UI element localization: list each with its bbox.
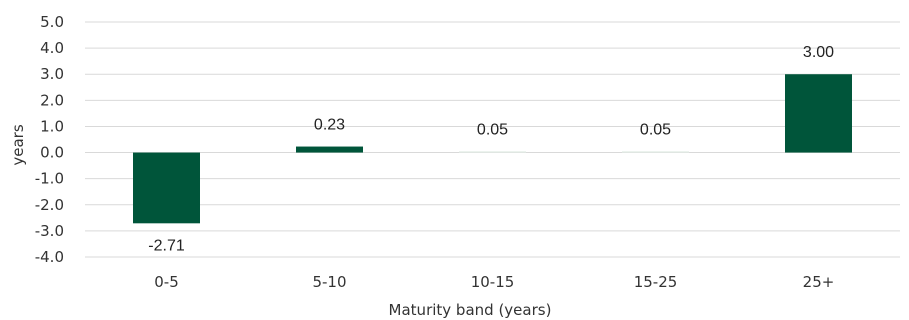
y-tick-label: 4.0 [40, 39, 64, 57]
y-tick-label: -3.0 [35, 222, 64, 240]
bar-0-5 [133, 152, 200, 224]
bar-10-15 [459, 151, 526, 153]
data-label: -2.71 [148, 237, 185, 254]
y-tick-label: -4.0 [35, 248, 64, 266]
y-tick-label: -2.0 [35, 196, 64, 214]
y-tick-label: 0.0 [40, 144, 64, 162]
y-tick-label: 5.0 [40, 13, 64, 31]
y-tick-label: 3.0 [40, 65, 64, 83]
x-tick-label: 25+ [803, 273, 835, 291]
y-tick-label: 2.0 [40, 91, 64, 109]
data-label: 0.05 [640, 121, 671, 138]
x-tick-label: 5-10 [312, 273, 346, 291]
x-tick-label: 0-5 [154, 273, 179, 291]
data-labels: -2.71 0.23 0.05 0.05 3.00 [148, 44, 834, 254]
bar-25+ [785, 74, 852, 153]
data-label: 0.05 [477, 121, 508, 138]
y-axis-ticks: -4.0 -3.0 -2.0 -1.0 0.0 1.0 2.0 3.0 4.0 5.0 [35, 13, 64, 266]
bar-15-25 [622, 151, 689, 153]
x-axis-ticks: 0-5 5-10 10-15 15-25 25+ [154, 273, 834, 291]
bar-5-10 [296, 146, 363, 153]
x-tick-label: 15-25 [634, 273, 678, 291]
bars [133, 74, 852, 224]
data-label: 3.00 [803, 44, 834, 61]
y-tick-label: 1.0 [40, 117, 64, 135]
y-tick-label: -1.0 [35, 170, 64, 188]
y-axis-title: years [9, 124, 27, 165]
x-tick-label: 10-15 [471, 273, 515, 291]
gridlines [85, 21, 900, 258]
data-label: 0.23 [314, 117, 345, 134]
x-axis-title: Maturity band (years) [389, 301, 552, 319]
